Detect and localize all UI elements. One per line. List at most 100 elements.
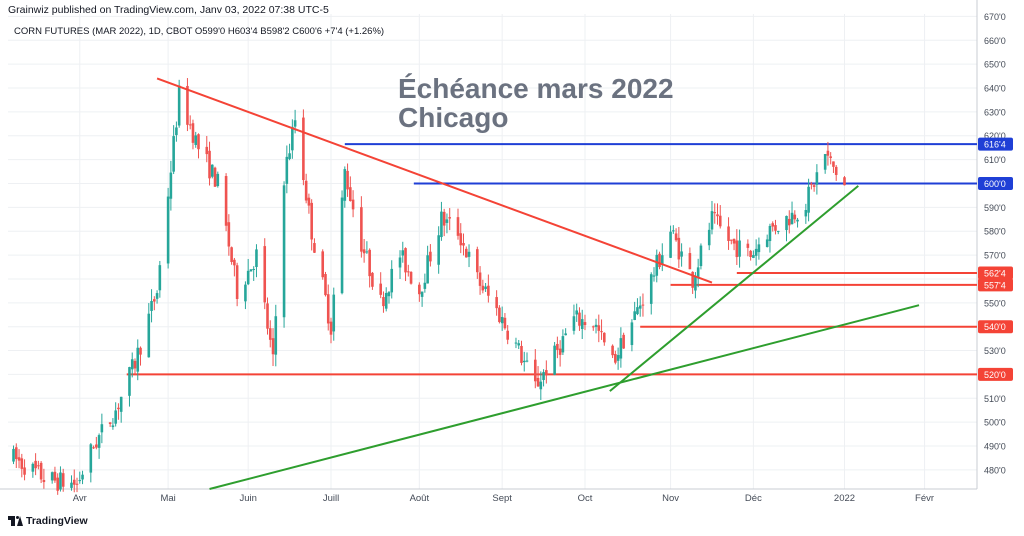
candle-body xyxy=(291,126,294,151)
price-label-text: 520'0 xyxy=(984,370,1006,380)
candle-body xyxy=(823,154,827,170)
candle-body xyxy=(752,255,755,258)
price-label-box xyxy=(978,367,1013,381)
candle-body xyxy=(340,197,344,294)
trend-lines xyxy=(156,77,920,490)
candle-body xyxy=(147,313,151,358)
y-tick-label: 580'0 xyxy=(984,227,1006,237)
price-label-text: 540'0 xyxy=(984,322,1006,332)
candle-body xyxy=(603,332,606,343)
y-tick-label: 630'0 xyxy=(984,107,1006,117)
candle-body xyxy=(274,316,278,355)
candle-body xyxy=(757,244,761,253)
candle-body xyxy=(674,233,678,241)
candle-body xyxy=(542,372,545,381)
candle-body xyxy=(194,135,198,145)
candle-body xyxy=(288,153,291,159)
candle-body xyxy=(594,324,598,327)
candle-body xyxy=(34,460,37,469)
candle-body xyxy=(213,167,217,187)
candle-body xyxy=(401,250,405,256)
candle-body xyxy=(810,183,813,185)
candle-body xyxy=(293,120,297,127)
candle-body xyxy=(155,293,159,299)
candle-body xyxy=(387,292,391,297)
candle-body xyxy=(365,251,369,253)
candle-body xyxy=(351,199,355,210)
candle-body xyxy=(169,172,173,199)
candle-body xyxy=(100,424,104,433)
candle-body xyxy=(578,312,581,326)
candle-body xyxy=(235,265,239,300)
candle-body xyxy=(302,117,305,181)
candle-body xyxy=(371,272,374,287)
candle-body xyxy=(139,347,142,355)
candle-body xyxy=(597,325,601,331)
candle-body xyxy=(310,202,313,240)
y-tick-label: 480'0 xyxy=(984,465,1006,475)
candle-body xyxy=(197,134,200,150)
candle-body xyxy=(843,177,846,186)
candle-body xyxy=(326,294,330,324)
candle-body xyxy=(503,317,507,329)
price-label-text: 562'4 xyxy=(984,268,1006,278)
candle-body xyxy=(266,303,269,329)
candle-body xyxy=(696,267,700,279)
symbol-info: CORN FUTURES (MAR 2022), 1D, CBOT O599'0… xyxy=(14,26,384,37)
candle-body xyxy=(688,253,692,270)
candle-body xyxy=(727,226,730,241)
candle-body xyxy=(119,396,123,412)
y-tick-label: 660'0 xyxy=(984,36,1006,46)
candle-body xyxy=(790,212,794,225)
candle-body xyxy=(484,286,487,289)
candle-body xyxy=(459,233,463,246)
candle-body xyxy=(186,85,189,125)
candle-body xyxy=(672,230,675,232)
y-tick-label: 510'0 xyxy=(984,394,1006,404)
price-label-text: 600'0 xyxy=(984,179,1006,189)
x-tick-label: Avr xyxy=(73,493,87,504)
candle-body xyxy=(630,322,634,346)
y-tick-label: 550'0 xyxy=(984,298,1006,308)
candle-body xyxy=(114,410,117,424)
candle-body xyxy=(56,477,59,491)
x-tick-label: 2022 xyxy=(834,493,855,504)
candle-body xyxy=(575,310,579,315)
x-tick-label: Mai xyxy=(160,493,175,504)
candle-body xyxy=(128,367,131,396)
candle-body xyxy=(409,271,413,284)
candle-body xyxy=(313,243,316,253)
candle-body xyxy=(31,463,35,472)
price-label-box xyxy=(978,278,1013,292)
candle-body xyxy=(658,253,661,268)
candle-body xyxy=(440,211,443,238)
y-tick-label: 490'0 xyxy=(984,442,1006,452)
candle-body xyxy=(478,272,482,286)
candle-body xyxy=(655,254,659,276)
candle-body xyxy=(591,326,595,328)
candle-body xyxy=(39,462,43,480)
candle-body xyxy=(329,321,333,335)
candle-body xyxy=(37,465,40,467)
candle-body xyxy=(699,245,703,267)
candle-body xyxy=(360,207,363,252)
candle-body xyxy=(404,248,407,273)
publisher-header: Grainwiz published on TradingView.com, J… xyxy=(8,4,329,16)
candle-body xyxy=(158,265,162,291)
candle-body xyxy=(285,156,289,184)
candle-body xyxy=(765,239,769,247)
candle-body xyxy=(754,248,758,256)
candle-body xyxy=(600,331,603,333)
candle-body xyxy=(834,166,838,175)
candle-body xyxy=(619,338,623,359)
candle-body xyxy=(23,467,26,475)
candle-body xyxy=(437,235,440,265)
candle-body xyxy=(72,479,76,485)
price-level-labels: 616'4 600'0 562'4 557'4 540'0 520'0 xyxy=(978,137,1013,381)
candle-body xyxy=(133,360,137,369)
price-label-text: 557'4 xyxy=(984,280,1006,290)
candle-body xyxy=(271,338,275,355)
candle-body xyxy=(456,217,460,236)
candle-body xyxy=(92,447,95,449)
